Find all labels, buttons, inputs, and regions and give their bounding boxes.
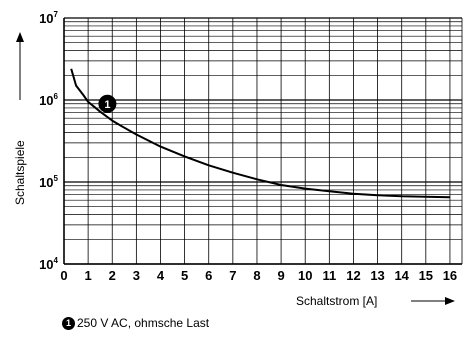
x-tick-label: 10 xyxy=(298,268,312,283)
series-line xyxy=(70,68,450,199)
series-marker-label: 1 xyxy=(104,99,110,111)
x-tick-label: 5 xyxy=(181,268,188,283)
x-tick-label: 4 xyxy=(157,268,165,283)
x-tick-label: 15 xyxy=(419,268,433,283)
x-tick-label: 8 xyxy=(253,268,260,283)
series-layer: 1 xyxy=(70,68,450,199)
x-axis-title: Schaltstrom [A] xyxy=(296,294,377,308)
x-tick-label: 11 xyxy=(322,268,336,283)
x-tick-label: 1 xyxy=(85,268,92,283)
y-axis-arrowhead xyxy=(16,32,24,42)
x-tick-label: 2 xyxy=(109,268,116,283)
y-tick-label: 107 xyxy=(39,10,58,26)
x-tick-label: 0 xyxy=(60,268,67,283)
x-axis-arrowhead xyxy=(445,297,455,305)
x-tick-label: 14 xyxy=(394,268,409,283)
legend-text: 250 V AC, ohmsche Last xyxy=(77,316,210,330)
y-tick-label: 104 xyxy=(39,256,58,272)
x-tick-label: 7 xyxy=(229,268,236,283)
x-tick-label: 12 xyxy=(346,268,360,283)
y-tick-label: 105 xyxy=(39,174,58,190)
x-tick-label: 9 xyxy=(277,268,284,283)
grid xyxy=(64,17,463,265)
legend-marker: 1 xyxy=(62,316,75,330)
x-tick-label: 13 xyxy=(370,268,384,283)
legend: 1 250 V AC, ohmsche Last xyxy=(62,316,209,330)
x-tick-label: 16 xyxy=(443,268,457,283)
y-tick-label: 106 xyxy=(39,92,58,108)
series-marker xyxy=(98,94,117,113)
axes xyxy=(63,18,462,265)
x-tick-label: 6 xyxy=(205,268,212,283)
y-axis-title: Schaltspiele xyxy=(13,140,27,205)
x-tick-label: 3 xyxy=(133,268,140,283)
